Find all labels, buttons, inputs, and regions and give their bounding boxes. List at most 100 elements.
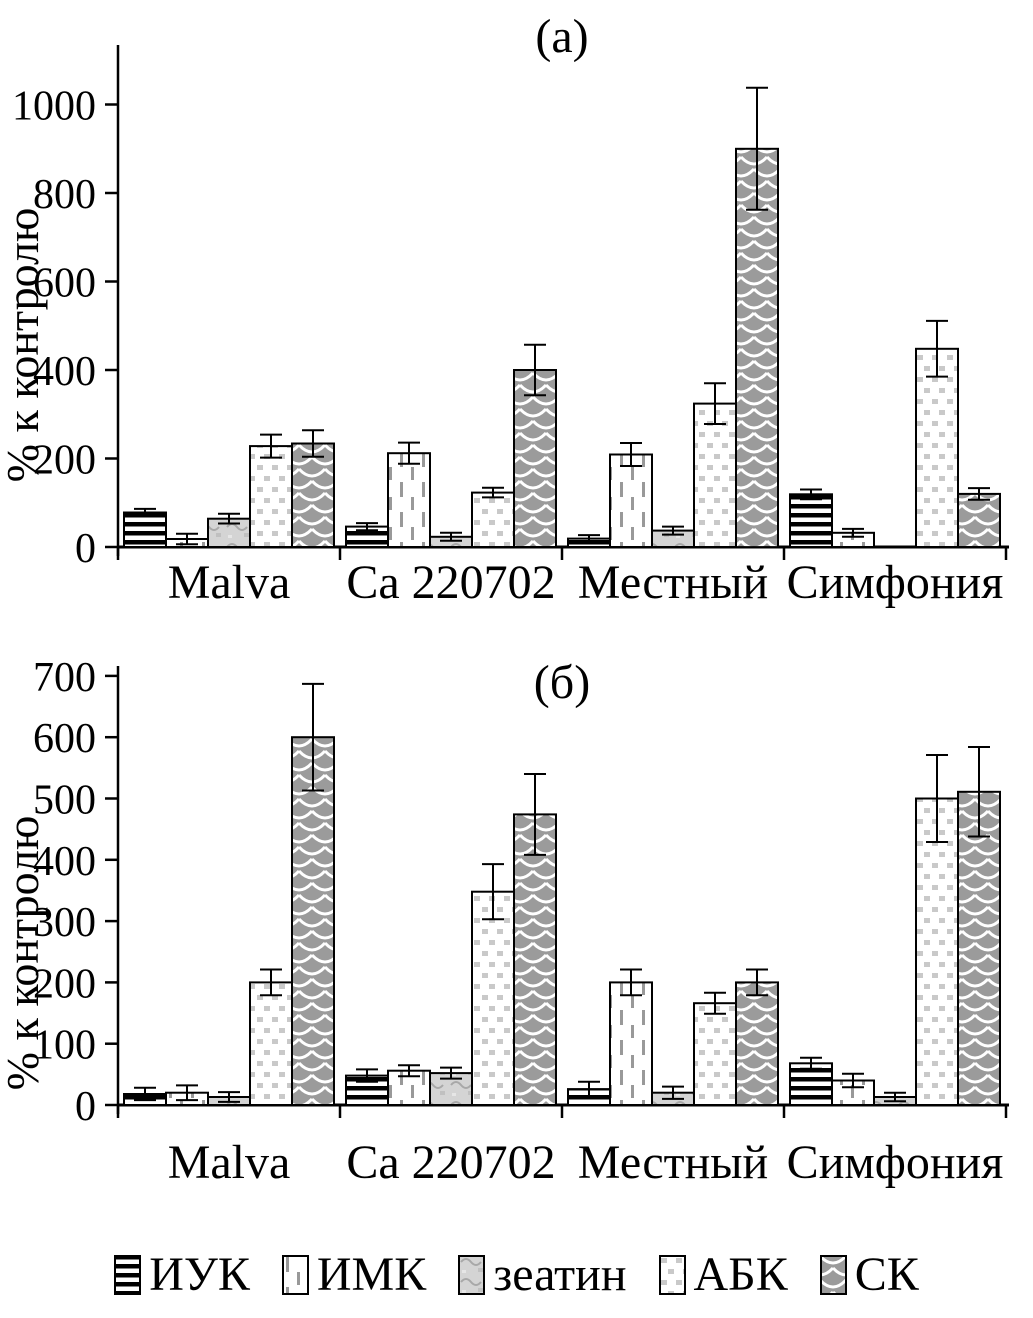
error-bar (704, 382, 726, 425)
error-bar (176, 532, 198, 546)
error-bar (134, 1086, 156, 1102)
y-tick-label: 0 (75, 526, 96, 572)
legend-swatch-vdash (281, 1255, 309, 1295)
error-bar (260, 433, 282, 459)
error-bar (926, 754, 948, 843)
legend-item-hstripes: ИУК (114, 1251, 250, 1299)
error-bar (356, 1068, 378, 1083)
chart-panel-b: (б) % к контролю 0 100 200 300 400 500 600 700 Mal… (0, 655, 1009, 1189)
error-bar (260, 968, 282, 997)
error-bar (524, 343, 546, 397)
error-bar (176, 1084, 198, 1102)
error-bar (800, 1056, 822, 1070)
category-label: Симфония (787, 556, 1004, 609)
legend-item-scales: СК (819, 1248, 919, 1301)
category-label: Ca 220702 (346, 556, 555, 609)
error-bar (842, 527, 864, 538)
error-bar (968, 487, 990, 501)
bar-АБК-Ca 220702 (471, 491, 515, 549)
category-label: Местный (578, 556, 768, 609)
y-tick-label: 100 (33, 1023, 96, 1069)
bar-СК-Симфония (957, 790, 1001, 1107)
legend: ИУК ИМК зеатин АБК СК (0, 1232, 1033, 1318)
error-bar (578, 1080, 600, 1098)
y-axis-label: % к контролю (0, 208, 48, 483)
error-bar (398, 1064, 420, 1078)
bar-АБК-Симфония (915, 347, 959, 548)
y-tick-label: 800 (33, 172, 96, 218)
bar-ИМК-Местный (609, 981, 653, 1106)
legend-label: ИУК (149, 1248, 250, 1301)
error-bar (134, 507, 156, 517)
error-bar (524, 773, 546, 856)
y-tick-label: 400 (33, 839, 96, 885)
error-bar (302, 429, 324, 458)
category-label: Malva (168, 556, 291, 609)
legend-item-vdash: ИМК (281, 1248, 427, 1301)
bar-АБК-Ca 220702 (471, 890, 515, 1107)
legend-swatch-zeatin (458, 1255, 486, 1295)
legend-swatch-hstripes (114, 1255, 142, 1295)
error-bar (620, 968, 642, 997)
error-bar (842, 1072, 864, 1089)
error-bar (746, 968, 768, 997)
error-bar (662, 525, 684, 536)
bar-ИМК-Ca 220702 (387, 452, 431, 549)
bar-СК-Местный (735, 981, 779, 1106)
y-tick-label: 500 (33, 778, 96, 824)
bar-СК-Malva (291, 442, 335, 548)
bar-СК-Malva (291, 736, 335, 1106)
bar-СК-Местный (735, 147, 779, 549)
y-tick-label: 0 (75, 1084, 96, 1130)
y-tick-label: 200 (33, 961, 96, 1007)
panel-title: (а) (535, 10, 588, 63)
category-label: Симфония (787, 1136, 1004, 1189)
legend-item-dots: АБК (658, 1248, 788, 1301)
category-label: Местный (578, 1136, 768, 1189)
error-bar (620, 442, 642, 467)
bar-АБК-Malva (249, 981, 293, 1106)
bar-СК-Ca 220702 (513, 813, 557, 1106)
y-tick-label: 600 (33, 261, 96, 307)
error-bar (968, 746, 990, 838)
category-label: Ca 220702 (346, 1136, 555, 1189)
category-label: Malva (168, 1136, 291, 1189)
error-bar (926, 319, 948, 378)
legend-swatch-dots (658, 1255, 686, 1295)
legend-label: зеатин (493, 1248, 627, 1301)
panel-title: (б) (534, 656, 590, 709)
bar-АБК-Местный (693, 402, 737, 548)
error-bar (440, 1066, 462, 1080)
chart-panel-a: (а) % к контролю 0 200 400 600 800 1000 Malva Ca … (0, 10, 1009, 609)
legend-label: СК (854, 1248, 919, 1301)
bar-ИМК-Местный (609, 453, 653, 548)
error-bar (482, 486, 504, 499)
legend-label: ИМК (316, 1248, 427, 1301)
bar-ИУК-Симфония (789, 493, 833, 548)
error-bar (884, 1091, 906, 1103)
legend-item-zeatin: зеатин (458, 1248, 627, 1301)
bar-СК-Ca 220702 (513, 369, 557, 548)
bar-СК-Симфония (957, 492, 1001, 548)
error-bar (398, 441, 420, 465)
y-tick-label: 1000 (12, 84, 96, 130)
error-bar (746, 86, 768, 211)
y-axis-label: % к контролю (0, 816, 48, 1091)
y-tick-label: 700 (33, 655, 96, 701)
error-bar (578, 534, 600, 544)
y-tick-label: 600 (33, 716, 96, 762)
bar-АБК-Местный (693, 1002, 737, 1107)
error-bar (662, 1085, 684, 1100)
legend-swatch-scales (819, 1255, 847, 1295)
y-tick-label: 200 (33, 438, 96, 484)
legend-label: АБК (693, 1248, 788, 1301)
bar-АБК-Malva (249, 445, 293, 549)
bar-ИУК-Malva (123, 511, 167, 548)
error-bar (440, 531, 462, 542)
error-bar (218, 512, 240, 525)
bar-АБК-Симфония (915, 797, 959, 1106)
y-tick-label: 300 (33, 900, 96, 946)
error-bar (218, 1091, 240, 1103)
bar-ИУК-Симфония (789, 1062, 833, 1106)
